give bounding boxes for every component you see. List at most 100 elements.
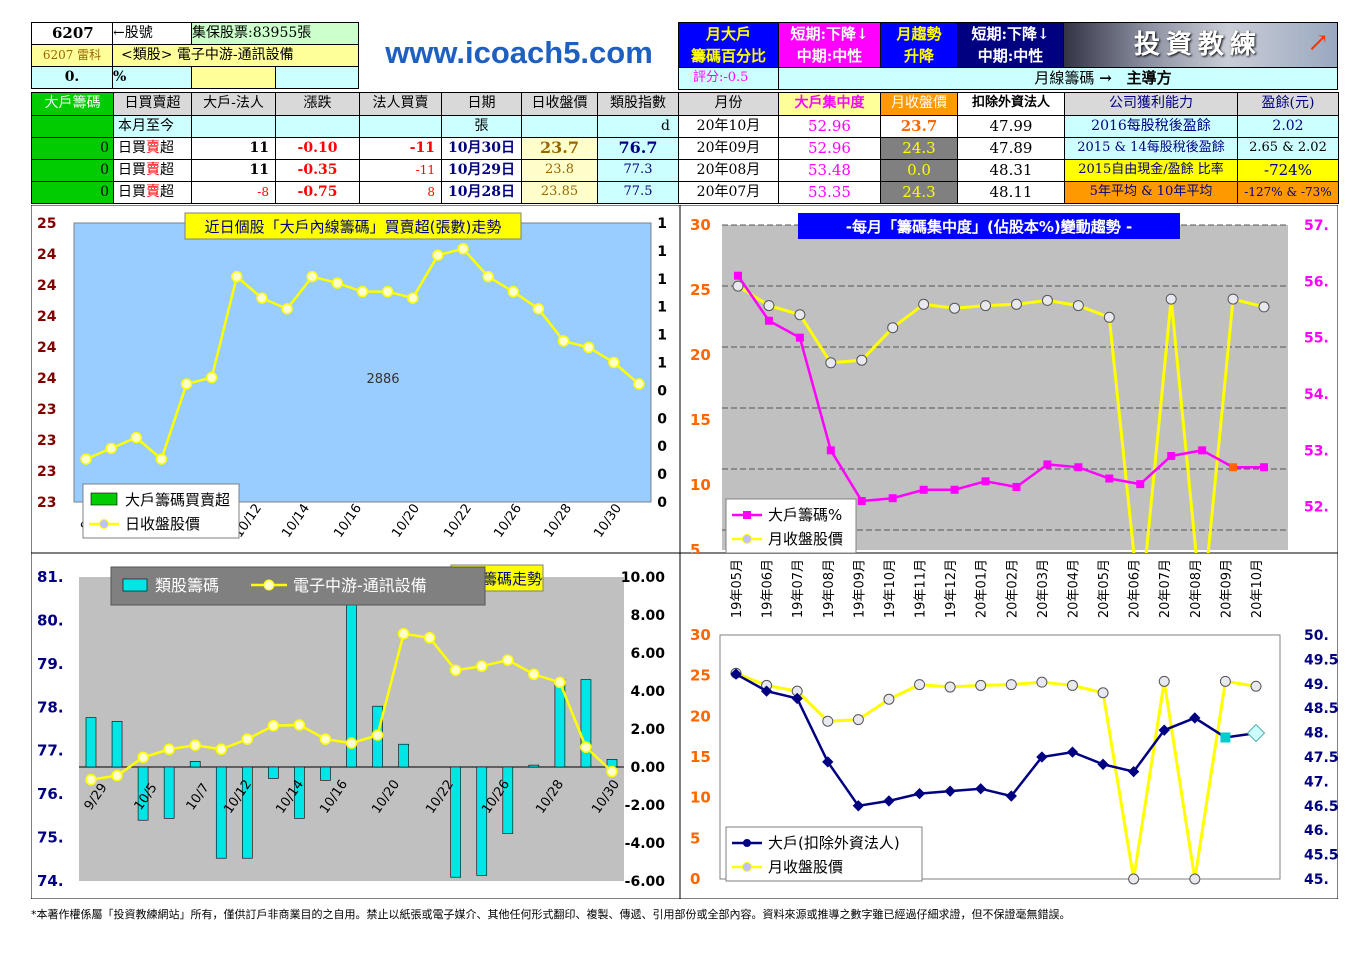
legend-marker bbox=[743, 511, 751, 519]
pct-empty-a bbox=[191, 66, 276, 89]
x-tick: 20年09月 bbox=[1219, 559, 1234, 618]
table-row-value: 2.65 & 2.02 bbox=[1237, 137, 1339, 160]
chart-big-holder-ex-foreign: 30 25 20 15 10 5 0 50. 49.5 49. 48.5 48. 47.5 47. 46.5… bbox=[680, 553, 1338, 899]
concentration-point bbox=[1198, 446, 1207, 455]
y-right-tick: 46.5 bbox=[1304, 799, 1338, 815]
concentration-point bbox=[1043, 460, 1052, 469]
table-header: 盈餘(元) bbox=[1237, 92, 1339, 116]
concentration-point bbox=[1260, 463, 1268, 472]
concentration-point bbox=[950, 485, 959, 494]
y-right-tick: 1 bbox=[657, 244, 667, 260]
zero-value: 0. bbox=[31, 66, 113, 89]
y-right-tick: 0 bbox=[657, 439, 667, 455]
y-left-tick: 10 bbox=[690, 789, 711, 807]
legend-label: 大戶籌碼買賣超 bbox=[125, 491, 230, 509]
x-tick: 19年10月 bbox=[883, 559, 898, 618]
legend-marker bbox=[743, 839, 751, 847]
short-term-2: 短期:下降↓ bbox=[971, 25, 1050, 43]
table-row-big: 0 bbox=[31, 181, 114, 204]
x-tick: 20年05月 bbox=[1097, 559, 1112, 618]
price-point bbox=[918, 298, 930, 310]
data-point bbox=[557, 335, 570, 347]
price-point bbox=[914, 679, 926, 691]
y-left-tick: 79. bbox=[37, 655, 64, 673]
price-point bbox=[856, 354, 868, 366]
price-point bbox=[794, 309, 806, 321]
x-tick: 20年04月 bbox=[1066, 559, 1081, 618]
y-left-tick: 23 bbox=[37, 402, 56, 418]
table-row-date: 10月29日 bbox=[441, 159, 522, 182]
y-right-tick: 0 bbox=[657, 411, 667, 427]
data-point bbox=[241, 733, 254, 745]
y-right-tick: 54. bbox=[1304, 387, 1329, 403]
table-row-desc: 2016每股稅後盈餘 bbox=[1064, 115, 1238, 138]
data-point bbox=[331, 277, 344, 289]
table-row-bl: -8 bbox=[191, 181, 276, 204]
table-row-concentration: 53.35 bbox=[778, 181, 881, 204]
table-header: 公司獲利能力 bbox=[1064, 92, 1238, 116]
legend-label: 月收盤股價 bbox=[768, 858, 843, 876]
data-point bbox=[606, 765, 618, 778]
legend-box bbox=[725, 826, 923, 882]
pct-empty-b bbox=[275, 66, 359, 89]
y-right-tick: 48. bbox=[1304, 726, 1329, 742]
stock-name: 6207 雷科 bbox=[31, 44, 113, 67]
price-point bbox=[975, 679, 987, 691]
concentration-point bbox=[1136, 480, 1145, 489]
table-header: 法人買賣 bbox=[359, 92, 442, 116]
data-point bbox=[482, 270, 494, 283]
data-point bbox=[163, 743, 175, 756]
data-point bbox=[215, 743, 227, 756]
series-price bbox=[735, 671, 1257, 880]
big-holder-point bbox=[822, 756, 834, 768]
short-mid-box-2: 短期:下降↓ 中期:中性 bbox=[957, 22, 1064, 68]
y-left-tick: 30 bbox=[690, 626, 711, 644]
price-point bbox=[763, 300, 775, 312]
table-row-change: -0.75 bbox=[275, 181, 360, 204]
month-big-holder-box: 月大戶 籌碼百分比 bbox=[678, 22, 779, 68]
data-point bbox=[155, 453, 168, 465]
tdcc-shares: 集保股票:83955張 bbox=[191, 22, 359, 45]
data-point bbox=[85, 773, 97, 786]
data-point bbox=[105, 442, 117, 455]
y-right-tick: 6.00 bbox=[630, 646, 665, 662]
price-point bbox=[1189, 873, 1201, 885]
table-row-close: 23.7 bbox=[521, 137, 598, 160]
price-point bbox=[949, 302, 961, 314]
concentration-point bbox=[1012, 482, 1021, 491]
table-row-concentration: 52.96 bbox=[778, 115, 881, 138]
legend-label: 類股籌碼 bbox=[155, 576, 219, 595]
concentration-point bbox=[734, 271, 742, 280]
site-url[interactable]: www.icoach5.com bbox=[385, 35, 653, 70]
price-point bbox=[980, 300, 992, 312]
bar bbox=[580, 679, 592, 768]
score: 評分:-0.5 bbox=[678, 67, 779, 90]
table-subheader: d bbox=[597, 115, 679, 138]
table-subheader bbox=[31, 115, 114, 138]
table-header: 大戶-法人 bbox=[191, 92, 276, 116]
table-row-change: -0.35 bbox=[275, 159, 360, 182]
table-row-index: 76.7 bbox=[597, 137, 679, 160]
data-point bbox=[189, 739, 201, 751]
big-holder-point bbox=[1066, 746, 1079, 758]
x-tick: 20年07月 bbox=[1158, 559, 1173, 618]
table-row-close: 23.8 bbox=[521, 159, 598, 182]
y-left-tick: 24 bbox=[37, 278, 57, 294]
table-row-ex-foreign: 48.11 bbox=[957, 181, 1065, 204]
bar bbox=[268, 766, 279, 779]
y-right-tick: 2.00 bbox=[630, 722, 665, 738]
table-row-close: 24.3 bbox=[880, 181, 958, 204]
table-row-desc: 2015 & 14每股稅後盈餘 bbox=[1064, 137, 1238, 160]
x-tick: 20年02月 bbox=[1005, 559, 1020, 618]
concentration-point bbox=[1167, 451, 1176, 460]
bar bbox=[528, 764, 540, 768]
table-subheader bbox=[521, 115, 598, 138]
table-row-ex-foreign: 47.99 bbox=[957, 115, 1065, 138]
y-right-tick: 46. bbox=[1304, 823, 1329, 839]
data-point bbox=[381, 285, 394, 298]
short-mid-box-1: 短期:下降↓ 中期:中性 bbox=[778, 22, 881, 68]
table-row-month: 20年07月 bbox=[678, 181, 779, 204]
short-term-1: 短期:下降↓ bbox=[790, 25, 869, 43]
bar bbox=[476, 766, 488, 876]
price-point bbox=[887, 322, 899, 334]
